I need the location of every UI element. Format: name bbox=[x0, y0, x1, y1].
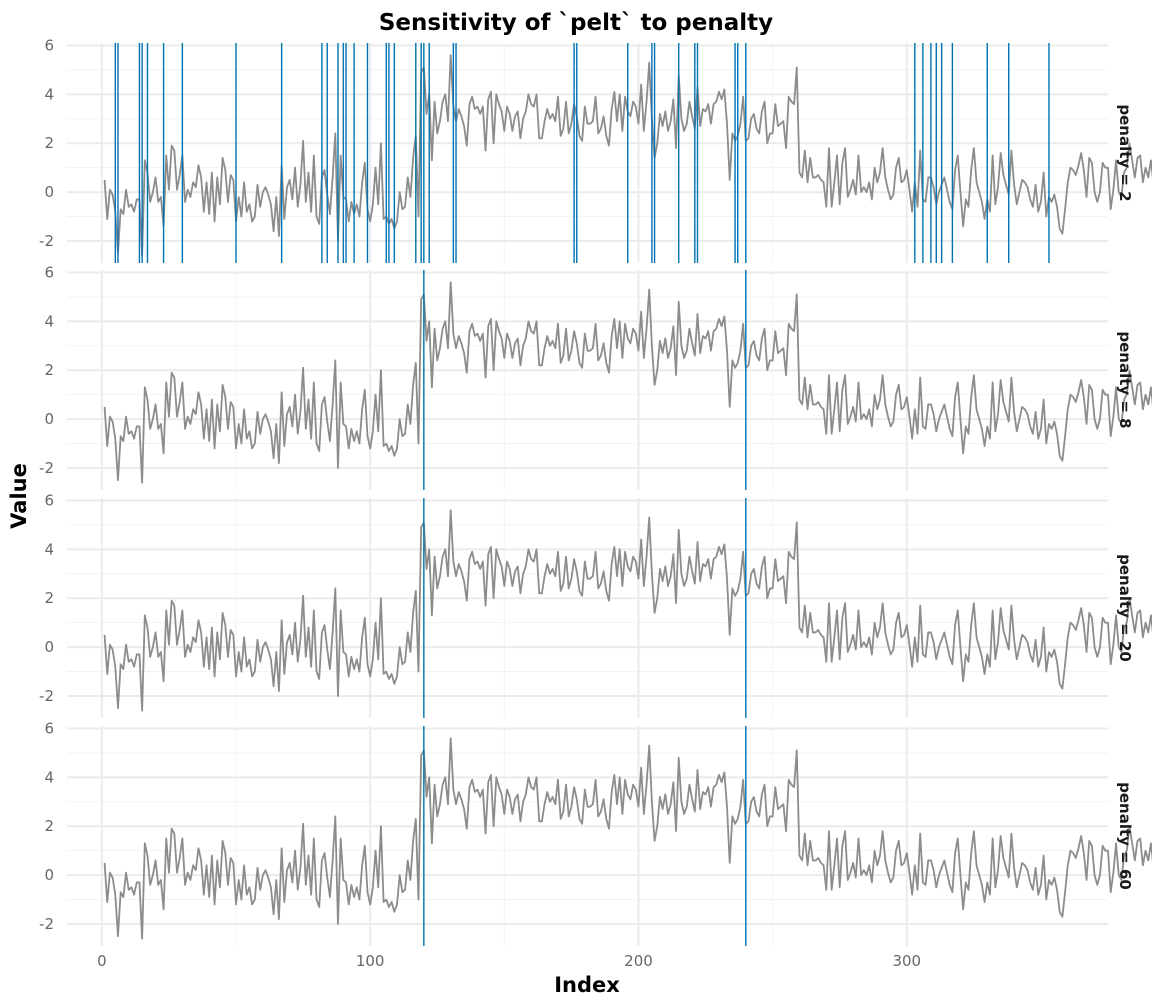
series-line bbox=[103, 509, 1152, 712]
facet-panel: -2 0 2 4 6 penalty = 60 bbox=[39, 719, 1152, 946]
facet-panel: -2 0 2 4 6 penalty = 20 bbox=[39, 491, 1152, 718]
y-tick-label: 6 bbox=[44, 263, 54, 281]
facet-panel: -2 0 2 4 6 penalty = 2 bbox=[39, 36, 1152, 263]
y-axis-title: Value bbox=[7, 463, 31, 529]
series-line bbox=[103, 281, 1152, 484]
y-tick-label: 0 bbox=[44, 638, 54, 656]
x-axis-title: Index bbox=[554, 973, 620, 997]
facet-panels: -2 0 2 4 6 penalty = 2 -2 0 2 4 6 penalty = 8 -2 0 2 4 6… bbox=[39, 36, 1152, 970]
x-tick-label: 0 bbox=[97, 952, 107, 970]
facet-strip-label: penalty = 20 bbox=[1116, 554, 1134, 662]
y-tick-label: 4 bbox=[44, 312, 54, 330]
y-tick-label: -2 bbox=[39, 459, 54, 477]
x-tick-label: 300 bbox=[892, 952, 921, 970]
y-tick-label: -2 bbox=[39, 687, 54, 705]
y-tick-label: 0 bbox=[44, 410, 54, 428]
series-line bbox=[103, 54, 1152, 257]
y-tick-label: 2 bbox=[44, 361, 54, 379]
y-tick-label: -2 bbox=[39, 232, 54, 250]
y-tick-label: 6 bbox=[44, 36, 54, 54]
y-tick-label: 2 bbox=[44, 134, 54, 152]
y-tick-label: 0 bbox=[44, 866, 54, 884]
facet-strip-label: penalty = 2 bbox=[1116, 104, 1134, 201]
y-tick-label: 4 bbox=[44, 85, 54, 103]
x-axis-ticks: 0 100 200 300 bbox=[97, 952, 921, 970]
x-tick-label: 200 bbox=[624, 952, 653, 970]
series-line bbox=[103, 737, 1152, 940]
chart-title: Sensitivity of `pelt` to penalty bbox=[379, 10, 773, 36]
y-tick-label: 4 bbox=[44, 768, 54, 786]
facet-panel: -2 0 2 4 6 penalty = 8 bbox=[39, 263, 1152, 490]
y-tick-label: -2 bbox=[39, 915, 54, 933]
facet-strip-label: penalty = 8 bbox=[1116, 331, 1134, 428]
x-tick-label: 100 bbox=[356, 952, 385, 970]
y-tick-label: 4 bbox=[44, 540, 54, 558]
facet-strip-label: penalty = 60 bbox=[1116, 782, 1134, 890]
y-tick-label: 2 bbox=[44, 589, 54, 607]
y-tick-label: 0 bbox=[44, 183, 54, 201]
y-tick-label: 6 bbox=[44, 719, 54, 737]
y-tick-label: 6 bbox=[44, 491, 54, 509]
y-tick-label: 2 bbox=[44, 817, 54, 835]
